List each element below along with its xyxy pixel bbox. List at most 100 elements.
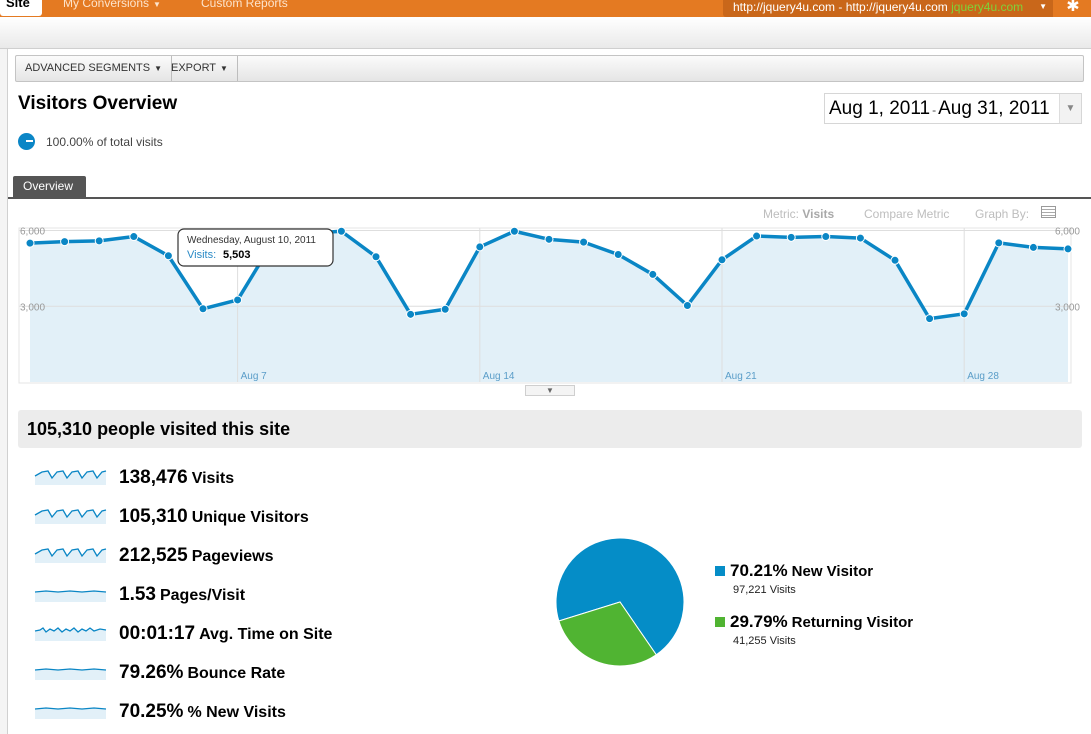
data-point xyxy=(994,238,1004,248)
date-end: Aug 31, 2011 xyxy=(938,98,1050,119)
data-point xyxy=(509,226,519,236)
legend-text: 70.21% New Visitor xyxy=(730,561,873,581)
metric-selector[interactable]: Metric: Visits xyxy=(763,207,834,221)
data-point xyxy=(890,255,900,265)
data-point xyxy=(786,232,796,242)
header-shade xyxy=(0,17,1091,49)
segment-pie-icon xyxy=(18,133,35,150)
data-point xyxy=(163,251,173,261)
metric-value: 212,525 xyxy=(119,545,188,566)
profile-url: http://jquery4u.com - http://jquery4u.co… xyxy=(733,0,948,14)
metric-label: Metric: xyxy=(763,207,803,221)
data-point xyxy=(371,252,381,262)
metric-label: Pages/Visit xyxy=(159,587,246,604)
data-point xyxy=(336,226,346,236)
tooltip-label: Visits: xyxy=(187,249,216,261)
graph-by-label: Graph By: xyxy=(975,207,1030,221)
data-point xyxy=(855,233,865,243)
sparkline xyxy=(34,590,107,602)
profile-name: jquery4u.com xyxy=(951,0,1024,14)
legend-text: 29.79% Returning Visitor xyxy=(730,612,913,632)
custom-reports-menu[interactable]: Custom Reports xyxy=(201,0,288,10)
chevron-down-icon: ▼ xyxy=(1039,2,1047,11)
chevron-down-icon: ▼ xyxy=(220,64,228,73)
metric-value: 138,476 xyxy=(119,467,188,488)
data-point xyxy=(233,295,243,305)
y-tick-label-right: 6,000 xyxy=(1055,227,1080,238)
metric-value-text: 212,525 Pageviews xyxy=(119,545,274,567)
data-point xyxy=(648,269,658,279)
data-point xyxy=(959,309,969,319)
legend-swatch xyxy=(715,566,725,576)
legend-percent: 29.79% xyxy=(730,612,788,631)
x-tick-label: Aug 28 xyxy=(967,371,999,382)
x-tick-label: Aug 14 xyxy=(483,371,515,382)
metric-label: Pageviews xyxy=(191,548,274,565)
data-point xyxy=(1028,242,1038,252)
tooltip-box xyxy=(177,228,334,267)
y-tick-label-left: 6,000 xyxy=(20,227,45,238)
sparkline xyxy=(34,707,107,719)
sparkline xyxy=(34,548,107,563)
data-point xyxy=(544,234,554,244)
metric-label: Unique Visitors xyxy=(191,509,309,526)
sparkline xyxy=(34,470,107,485)
metric-value: Visits xyxy=(802,207,835,221)
gear-icon[interactable]: ✱ xyxy=(1066,0,1080,15)
y-tick-label-left: 3,000 xyxy=(20,302,45,313)
advanced-segments-button[interactable]: ADVANCED SEGMENTS ▼ xyxy=(16,56,173,81)
date-start: Aug 1, 2011 xyxy=(829,98,931,119)
metric-value-text: 00:01:17 Avg. Time on Site xyxy=(119,623,332,645)
chevron-down-icon: ▼ xyxy=(153,0,161,9)
export-label: EXPORT xyxy=(171,62,217,74)
segment-label: 100.00% of total visits xyxy=(46,135,163,149)
legend-percent: 70.21% xyxy=(730,561,788,580)
tab-overview[interactable]: Overview xyxy=(13,176,86,197)
metric-row[interactable]: 105,310 Unique Visitors xyxy=(34,505,494,531)
compare-metric-link[interactable]: Compare Metric xyxy=(864,207,950,221)
metric-row[interactable]: 00:01:17 Avg. Time on Site xyxy=(34,622,494,648)
tooltip-date: Wednesday, August 10, 2011 xyxy=(187,235,316,246)
metric-row[interactable]: 212,525 Pageviews xyxy=(34,544,494,570)
data-point xyxy=(475,242,485,252)
metric-value-text: 70.25%% New Visits xyxy=(119,701,286,723)
date-range-picker[interactable]: Aug 1, 2011- Aug 31, 2011 ▼ xyxy=(824,93,1082,124)
metric-value: 00:01:17 xyxy=(119,623,196,644)
list-icon[interactable] xyxy=(1041,206,1056,218)
chart-expand-handle[interactable]: ▼ xyxy=(525,385,575,396)
export-button[interactable]: EXPORT ▼ xyxy=(162,56,238,81)
metric-row[interactable]: 1.53 Pages/Visit xyxy=(34,583,494,609)
y-tick-label-right: 3,000 xyxy=(1055,302,1080,313)
data-point xyxy=(25,238,35,248)
metric-value: 70.25% xyxy=(119,701,184,722)
advanced-segments-label: ADVANCED SEGMENTS xyxy=(25,62,151,74)
data-point xyxy=(94,236,104,246)
pie-slice[interactable] xyxy=(555,537,685,656)
summary-headline: 105,310 people visited this site xyxy=(18,410,1082,448)
chevron-down-icon[interactable]: ▼ xyxy=(1059,94,1081,123)
my-conversions-menu[interactable]: My Conversions ▼ xyxy=(63,0,161,14)
metric-label: Avg. Time on Site xyxy=(199,626,333,643)
metric-value: 79.26% xyxy=(119,662,184,683)
x-tick-label: Aug 7 xyxy=(241,371,268,382)
metric-value-text: 79.26% Bounce Rate xyxy=(119,662,285,684)
left-sidebar-edge xyxy=(0,49,8,734)
x-tick-label: Aug 21 xyxy=(725,371,757,382)
data-point xyxy=(925,314,935,324)
sparkline xyxy=(34,509,107,524)
metric-row[interactable]: 79.26% Bounce Rate xyxy=(34,661,494,687)
top-nav-bar: Site My Conversions ▼ Custom Reports http… xyxy=(0,0,1091,17)
visitor-type-pie-chart xyxy=(555,537,685,667)
metric-row[interactable]: 70.25%% New Visits xyxy=(34,700,494,726)
pie-slice[interactable] xyxy=(558,601,657,667)
metric-label: % New Visits xyxy=(187,704,286,721)
data-point xyxy=(129,232,139,242)
data-point xyxy=(440,304,450,314)
visits-line-chart: 3,000 3,000 6,000 6,000 Aug 7 Aug 14 Aug 21 Aug… xyxy=(18,226,1080,384)
data-point xyxy=(406,309,416,319)
profile-selector[interactable]: http://jquery4u.com - http://jquery4u.co… xyxy=(723,0,1053,17)
site-tab[interactable]: Site xyxy=(0,0,42,16)
my-conversions-label: My Conversions xyxy=(63,0,150,10)
metric-row[interactable]: 138,476 Visits xyxy=(34,466,494,492)
metric-value-text: 105,310 Unique Visitors xyxy=(119,506,309,528)
